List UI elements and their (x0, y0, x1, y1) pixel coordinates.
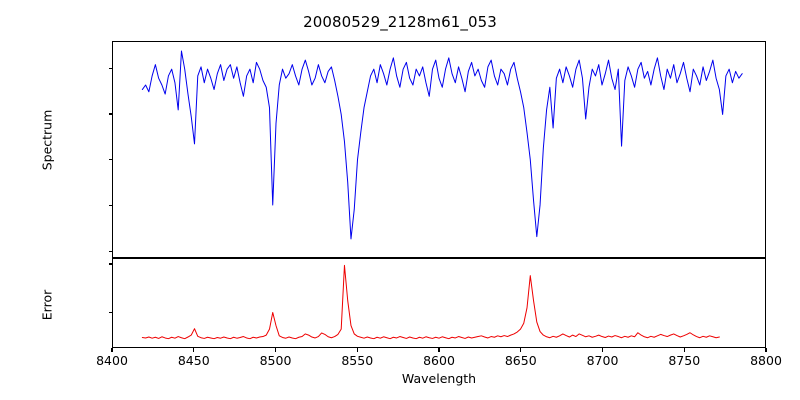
tick-mark (601, 348, 604, 352)
tick-label: 8600 (423, 353, 455, 368)
tick-mark (683, 348, 685, 352)
tick-mark (438, 348, 440, 352)
x-axis-label: Wavelength (401, 371, 477, 386)
error-plot-panel (112, 258, 766, 348)
error-series-line (113, 259, 765, 347)
tick-mark (108, 312, 112, 314)
tick-mark (765, 348, 767, 352)
tick-mark (108, 263, 112, 265)
tick-label: 8750 (668, 353, 701, 368)
tick-mark (108, 67, 112, 70)
spectrum-series-line (113, 42, 765, 257)
error-y-axis-label: Error (39, 289, 55, 321)
tick-label: 8650 (504, 353, 537, 368)
tick-mark (108, 113, 112, 115)
tick-mark (108, 159, 112, 161)
tick-mark (108, 204, 112, 207)
tick-mark (356, 348, 358, 352)
tick-label: 8550 (341, 353, 374, 368)
tick-label: 8450 (177, 353, 210, 368)
page-title: 20080529_2128m61_053 (303, 13, 497, 31)
tick-label: 8800 (750, 353, 782, 368)
tick-mark (111, 348, 113, 352)
spectrum-y-axis-label: Spectrum (39, 109, 55, 171)
tick-label: 8400 (96, 353, 128, 368)
tick-label: 8700 (586, 353, 619, 368)
tick-label: 8500 (259, 353, 292, 368)
tick-mark (520, 348, 522, 352)
tick-mark (274, 348, 277, 352)
tick-mark (108, 250, 112, 252)
tick-mark (193, 348, 195, 352)
spectrum-plot-panel (112, 41, 766, 258)
